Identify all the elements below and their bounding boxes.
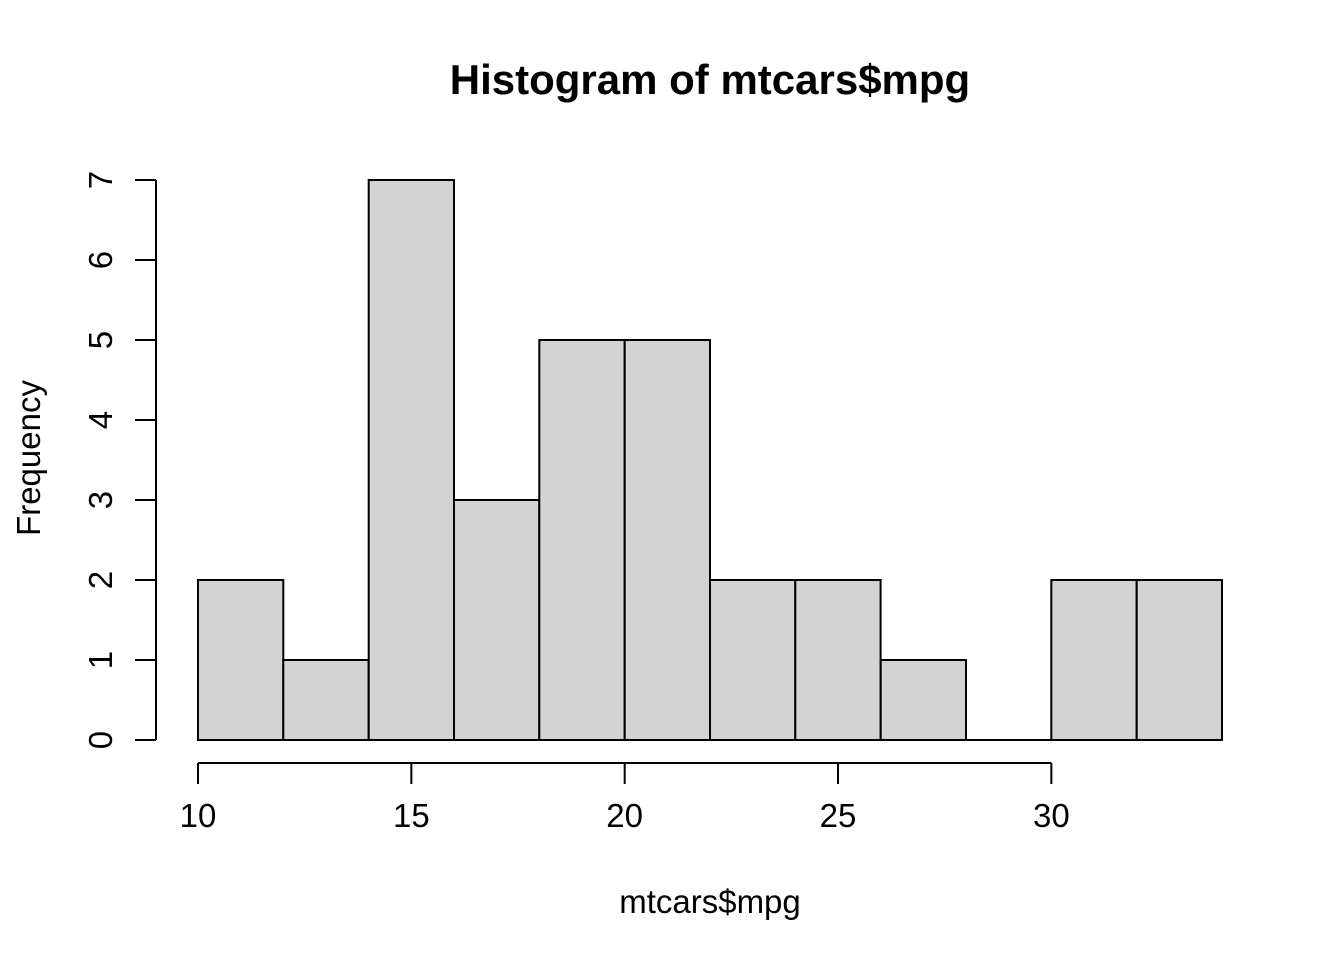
x-axis-label: mtcars$mpg <box>619 883 801 920</box>
bars-group <box>197 179 1223 741</box>
x-tick-label: 15 <box>393 797 430 834</box>
y-tick-label: 2 <box>82 571 119 589</box>
x-tick-label: 30 <box>1033 797 1070 834</box>
histogram-bar <box>623 339 712 741</box>
axes-group: 0 1 2 3 4 5 6 7 10 15 20 25 30 <box>82 171 1070 834</box>
x-tick-label: 25 <box>820 797 857 834</box>
histogram-bar <box>879 659 968 741</box>
chart-title: Histogram of mtcars$mpg <box>450 56 970 103</box>
y-tick-label: 1 <box>82 651 119 669</box>
histogram-bar <box>1135 579 1223 741</box>
histogram-bar <box>282 659 370 741</box>
y-tick-label: 0 <box>82 731 119 749</box>
x-tick-label: 20 <box>606 797 643 834</box>
histogram-bar <box>794 579 882 741</box>
histogram-bar <box>709 579 797 741</box>
histogram-bar <box>367 179 456 741</box>
y-axis-label: Frequency <box>10 380 47 536</box>
histogram-bar <box>453 499 541 741</box>
histogram-bar <box>538 339 626 741</box>
x-tick-label: 10 <box>180 797 217 834</box>
y-tick-label: 6 <box>82 251 119 269</box>
y-tick-label: 7 <box>82 171 119 189</box>
y-tick-label: 4 <box>82 411 119 429</box>
histogram-bar <box>1050 579 1138 741</box>
y-tick-label: 5 <box>82 331 119 349</box>
histogram-bar <box>197 579 285 741</box>
y-tick-label: 3 <box>82 491 119 509</box>
